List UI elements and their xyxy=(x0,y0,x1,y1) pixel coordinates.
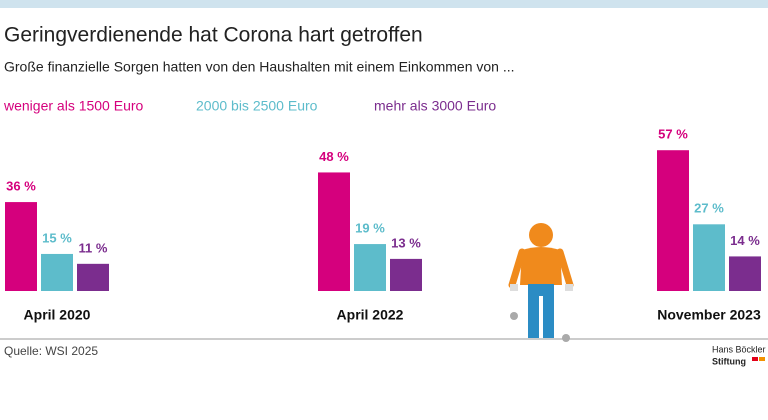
chart-subtitle: Große finanzielle Sorgen hatten von den … xyxy=(4,59,515,75)
illustration xyxy=(508,223,574,342)
bar xyxy=(693,224,725,291)
value-label: 19 % xyxy=(355,221,385,236)
value-label: 11 % xyxy=(79,240,108,255)
bar xyxy=(729,256,761,291)
arms xyxy=(508,248,574,289)
pocket xyxy=(510,284,518,291)
bar xyxy=(318,172,350,291)
logo: Hans Böckler Stiftung xyxy=(712,344,766,366)
category-label: April 2020 xyxy=(24,307,91,323)
logo-mark xyxy=(752,357,758,361)
chart-title: Geringverdienende hat Corona hart getrof… xyxy=(4,24,423,47)
head xyxy=(529,223,553,247)
pocket xyxy=(565,284,573,291)
logo-line-2: Stiftung xyxy=(712,356,746,366)
value-label: 13 % xyxy=(391,235,421,250)
logo-line-1: Hans Böckler xyxy=(712,344,766,354)
legend-label: mehr als 3000 Euro xyxy=(374,98,496,114)
bar xyxy=(77,263,109,291)
logo-mark xyxy=(759,357,765,361)
value-label: 36 % xyxy=(6,179,36,194)
bar xyxy=(5,202,37,291)
source: Quelle: WSI 2025 xyxy=(4,344,98,358)
value-label: 57 % xyxy=(658,127,688,142)
value-label: 48 % xyxy=(319,149,349,164)
value-label: 15 % xyxy=(42,230,72,245)
value-label: 27 % xyxy=(694,201,724,216)
category-label: November 2023 xyxy=(657,307,761,323)
bar xyxy=(390,258,422,291)
torso xyxy=(520,247,562,285)
dust xyxy=(562,334,570,342)
value-label: 14 % xyxy=(730,233,760,248)
dust xyxy=(510,312,518,320)
legend-label: 2000 bis 2500 Euro xyxy=(196,98,318,114)
top-band xyxy=(0,0,768,8)
leg xyxy=(543,294,554,338)
bar xyxy=(41,253,73,291)
hips xyxy=(528,284,554,296)
category-label: April 2022 xyxy=(337,307,404,323)
bar xyxy=(354,244,386,291)
leg xyxy=(528,294,539,338)
legend-label: weniger als 1500 Euro xyxy=(3,98,144,114)
bar xyxy=(657,150,689,291)
